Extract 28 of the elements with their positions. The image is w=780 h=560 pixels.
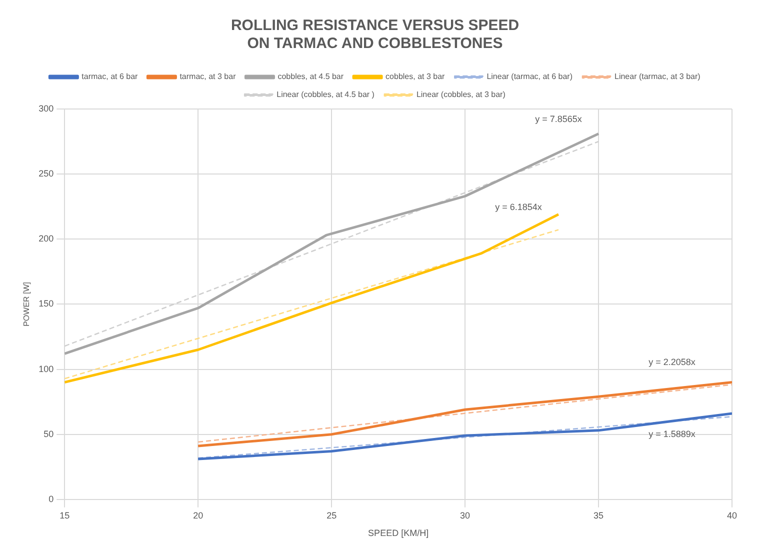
- x-tick-label: 15: [60, 510, 70, 520]
- x-tick-label: 25: [326, 510, 337, 520]
- legend-label: tarmac, at 3 bar: [180, 72, 236, 82]
- x-tick-label: 20: [193, 510, 204, 520]
- legend-label: Linear (cobbles, at 3 bar): [416, 90, 506, 100]
- annotation: y = 7.8565x: [535, 114, 582, 124]
- y-tick-label: 0: [48, 494, 54, 504]
- legend-label: Linear (tarmac, at 6 bar): [486, 72, 573, 82]
- annotation: y = 1.5889x: [648, 429, 696, 440]
- x-tick-label: 35: [594, 510, 604, 520]
- legend-label: cobbles, at 3 bar: [386, 72, 446, 82]
- y-axis-title: POWER [W]: [22, 282, 32, 326]
- annotation: y = 2.2058x: [648, 357, 696, 368]
- x-tick-label: 40: [726, 510, 738, 520]
- legend-label: cobbles, at 4.5 bar: [278, 72, 344, 82]
- y-tick-label: 200: [38, 234, 54, 244]
- annotation: y = 6.1854x: [495, 202, 542, 212]
- y-tick-label: 100: [38, 364, 54, 374]
- x-axis-title: SPEED [KM/H]: [368, 528, 429, 538]
- legend-label: Linear (cobbles, at 4.5 bar ): [276, 90, 375, 100]
- x-tick-label: 30: [460, 510, 470, 520]
- chart-title: ROLLING RESISTANCE VERSUS SPEED ON TARMAC AND COBBLESTONES: [230, 17, 520, 52]
- legend-label: Linear (tarmac, at 3 bar): [614, 72, 701, 82]
- y-tick-label: 300: [38, 103, 54, 114]
- y-tick-label: 150: [38, 298, 54, 309]
- y-tick-label: 250: [38, 168, 54, 179]
- y-tick-label: 50: [44, 428, 54, 439]
- legend-label: tarmac, at 6 bar: [82, 72, 138, 82]
